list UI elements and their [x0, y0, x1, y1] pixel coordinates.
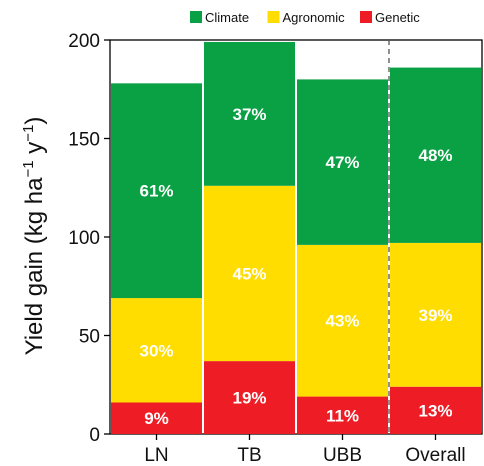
data-label: 30%	[139, 341, 173, 360]
y-tick-label: 0	[89, 425, 100, 446]
y-tick-label: 150	[68, 130, 100, 151]
legend-swatch-genetic	[360, 11, 372, 23]
legend-entry-climate: Climate	[205, 10, 249, 25]
y-axis-label: Yield gain (kg ha−1 y−1)	[20, 117, 48, 356]
y-tick-label: 100	[68, 228, 100, 249]
bar-ubb-genetic	[297, 396, 388, 434]
bar-ubb-agronomic	[297, 244, 388, 397]
bar-ln-agronomic	[111, 298, 202, 403]
legend-swatch-agronomic	[267, 11, 280, 23]
legend-swatch-climate	[190, 11, 202, 23]
bar-overall-genetic	[390, 386, 481, 434]
bar-ubb-climate	[297, 79, 388, 245]
bar-ln-genetic	[111, 402, 202, 434]
data-label: 43%	[325, 312, 359, 331]
data-label: 11%	[326, 406, 359, 425]
x-tick-label: Overall	[405, 445, 465, 466]
plot-area: 0 50 100 150 200 9% 30% 61% LN 19% 45% 37% TB 11% 43% 4…	[68, 31, 483, 466]
bar-ln-climate	[111, 83, 202, 299]
data-label: 45%	[232, 264, 266, 283]
x-tick-label: LN	[144, 445, 168, 466]
data-label: 61%	[139, 182, 173, 201]
data-label: 13%	[418, 401, 452, 420]
data-label: 19%	[232, 389, 266, 408]
legend: Climate Agronomic Genetic	[190, 10, 420, 25]
data-label: 47%	[325, 153, 359, 172]
x-tick-label: UBB	[323, 445, 362, 466]
data-label: 37%	[232, 105, 266, 124]
bar-overall-climate	[390, 67, 481, 243]
bar-tb-agronomic	[204, 185, 295, 362]
y-tick-label: 200	[68, 31, 100, 52]
legend-entry-agronomic: Agronomic	[283, 10, 346, 25]
data-label: 48%	[418, 146, 452, 165]
x-tick-label: TB	[237, 445, 261, 466]
bar-overall-agronomic	[390, 242, 481, 387]
data-label: 39%	[418, 306, 452, 325]
y-tick-label: 50	[79, 327, 100, 348]
bar-tb-climate	[204, 41, 295, 186]
bar-tb-genetic	[204, 361, 295, 434]
data-label: 9%	[144, 409, 169, 428]
legend-entry-genetic: Genetic	[375, 10, 420, 25]
